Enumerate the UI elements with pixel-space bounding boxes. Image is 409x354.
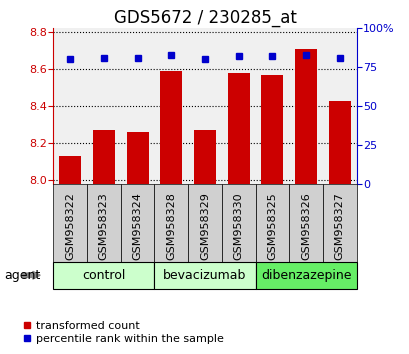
Bar bbox=[193, 130, 216, 184]
Bar bbox=[261, 75, 283, 184]
Text: GSM958329: GSM958329 bbox=[200, 193, 209, 261]
Bar bbox=[227, 73, 249, 184]
Text: GSM958323: GSM958323 bbox=[99, 193, 109, 261]
Text: GSM958330: GSM958330 bbox=[233, 193, 243, 261]
Legend: transformed count, percentile rank within the sample: transformed count, percentile rank withi… bbox=[18, 316, 227, 348]
Text: control: control bbox=[82, 269, 125, 282]
Text: GSM958325: GSM958325 bbox=[267, 193, 277, 261]
Bar bbox=[294, 49, 316, 184]
Bar bbox=[328, 101, 350, 184]
Text: dibenzazepine: dibenzazepine bbox=[260, 269, 351, 282]
Text: GSM958322: GSM958322 bbox=[65, 193, 75, 261]
Bar bbox=[126, 132, 148, 184]
Text: GSM958324: GSM958324 bbox=[132, 193, 142, 261]
Text: GSM958328: GSM958328 bbox=[166, 193, 176, 261]
Bar bbox=[59, 156, 81, 184]
Text: GSM958327: GSM958327 bbox=[334, 193, 344, 261]
Title: GDS5672 / 230285_at: GDS5672 / 230285_at bbox=[113, 9, 296, 27]
Bar bbox=[160, 71, 182, 184]
Bar bbox=[93, 130, 115, 184]
Text: agent: agent bbox=[4, 269, 40, 282]
Text: GSM958326: GSM958326 bbox=[300, 193, 310, 261]
Text: bevacizumab: bevacizumab bbox=[163, 269, 246, 282]
